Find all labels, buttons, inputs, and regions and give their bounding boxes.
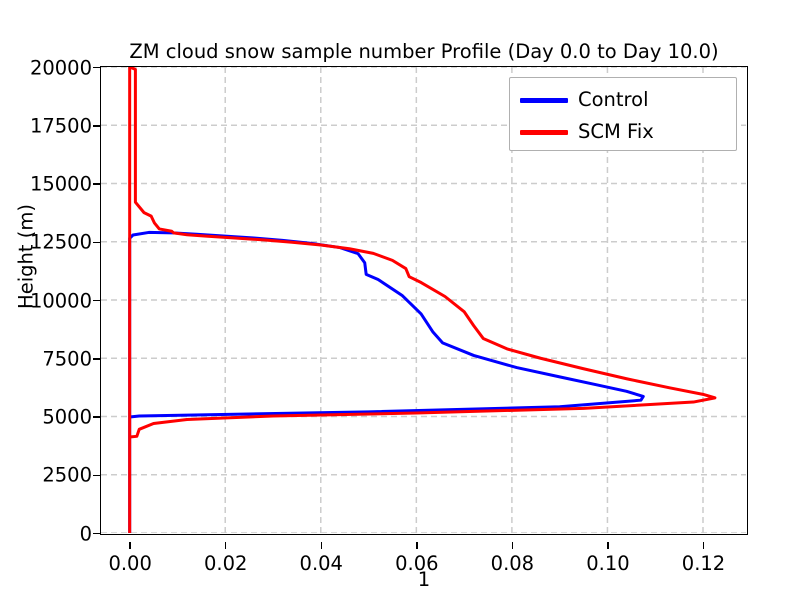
y-tick-mark <box>93 299 100 302</box>
x-tick-mark <box>607 542 609 549</box>
legend-item: SCM Fix <box>510 116 736 146</box>
x-tick-label: 0.12 <box>681 552 726 575</box>
y-tick-label: 15000 <box>29 172 92 196</box>
x-axis-label: 1 <box>417 568 431 591</box>
x-tick-label: 0.00 <box>108 552 152 575</box>
x-tick-label: 0.04 <box>299 552 343 575</box>
y-tick-mark <box>93 532 100 535</box>
legend-label: SCM Fix <box>578 120 654 143</box>
x-tick-label: 0.06 <box>395 552 439 575</box>
y-tick-label: 5000 <box>42 405 92 429</box>
chart-legend: Control SCM Fix <box>509 77 737 151</box>
chart-title: ZM cloud snow sample number Profile (Day… <box>129 40 719 63</box>
y-tick-mark <box>93 416 100 418</box>
y-tick-label: 10000 <box>29 289 92 312</box>
y-tick-label: 17500 <box>29 114 92 138</box>
x-axis-ticks: 0.00 0.02 0.04 0.06 0.08 0.10 0.12 <box>100 542 748 575</box>
y-tick-mark <box>93 474 100 476</box>
y-tick-label: 0 <box>79 522 92 545</box>
x-tick-mark <box>702 542 705 549</box>
y-tick-label: 2500 <box>42 463 92 487</box>
series-line <box>128 67 717 533</box>
y-tick-label: 20000 <box>29 56 92 79</box>
x-tick-mark <box>129 542 131 549</box>
legend-label: Control <box>578 88 649 111</box>
y-tick-label: 7500 <box>42 347 92 371</box>
x-tick-label: 0.02 <box>204 552 248 575</box>
x-tick-mark <box>320 542 323 549</box>
y-tick-mark <box>93 358 100 360</box>
legend-swatch <box>520 98 568 103</box>
plot-canvas <box>101 67 746 533</box>
y-tick-mark <box>93 125 100 127</box>
series-line <box>128 230 645 533</box>
x-tick-mark <box>224 542 227 549</box>
y-tick-mark <box>93 66 100 69</box>
x-tick-label: 0.10 <box>586 552 630 575</box>
y-tick-label: 12500 <box>29 230 92 254</box>
y-axis-ticks: 0 2500 5000 7500 10000 12500 15000 17500 20000 <box>0 56 100 545</box>
x-tick-mark <box>511 542 514 549</box>
legend-item: Control <box>510 84 736 114</box>
x-tick-label: 0.08 <box>490 552 535 575</box>
y-tick-mark <box>93 241 100 243</box>
x-tick-mark <box>416 542 418 549</box>
legend-swatch <box>520 130 568 135</box>
y-tick-mark <box>93 183 100 185</box>
